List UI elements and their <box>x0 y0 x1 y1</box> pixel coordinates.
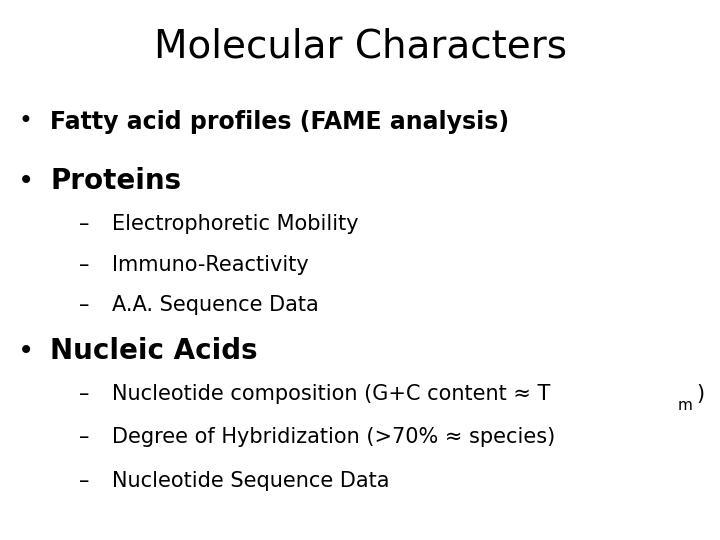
Text: –: – <box>79 470 89 491</box>
Text: Proteins: Proteins <box>50 167 181 195</box>
Text: Fatty acid profiles (FAME analysis): Fatty acid profiles (FAME analysis) <box>50 110 510 133</box>
Text: Nucleic Acids: Nucleic Acids <box>50 337 258 365</box>
Text: –: – <box>79 214 89 234</box>
Text: –: – <box>79 427 89 448</box>
Text: Degree of Hybridization (>70% ≈ species): Degree of Hybridization (>70% ≈ species) <box>112 427 555 448</box>
Text: –: – <box>79 254 89 275</box>
Text: ): ) <box>696 384 705 404</box>
Text: –: – <box>79 384 89 404</box>
Text: Immuno-Reactivity: Immuno-Reactivity <box>112 254 308 275</box>
Text: Nucleotide Sequence Data: Nucleotide Sequence Data <box>112 470 389 491</box>
Text: –: – <box>79 295 89 315</box>
Text: •: • <box>18 110 32 133</box>
Text: Electrophoretic Mobility: Electrophoretic Mobility <box>112 214 359 234</box>
Text: •: • <box>18 337 35 365</box>
Text: A.A. Sequence Data: A.A. Sequence Data <box>112 295 318 315</box>
Text: Nucleotide composition (G+C content ≈ T: Nucleotide composition (G+C content ≈ T <box>112 384 550 404</box>
Text: •: • <box>18 167 35 195</box>
Text: Molecular Characters: Molecular Characters <box>153 27 567 65</box>
Text: m: m <box>678 397 692 413</box>
